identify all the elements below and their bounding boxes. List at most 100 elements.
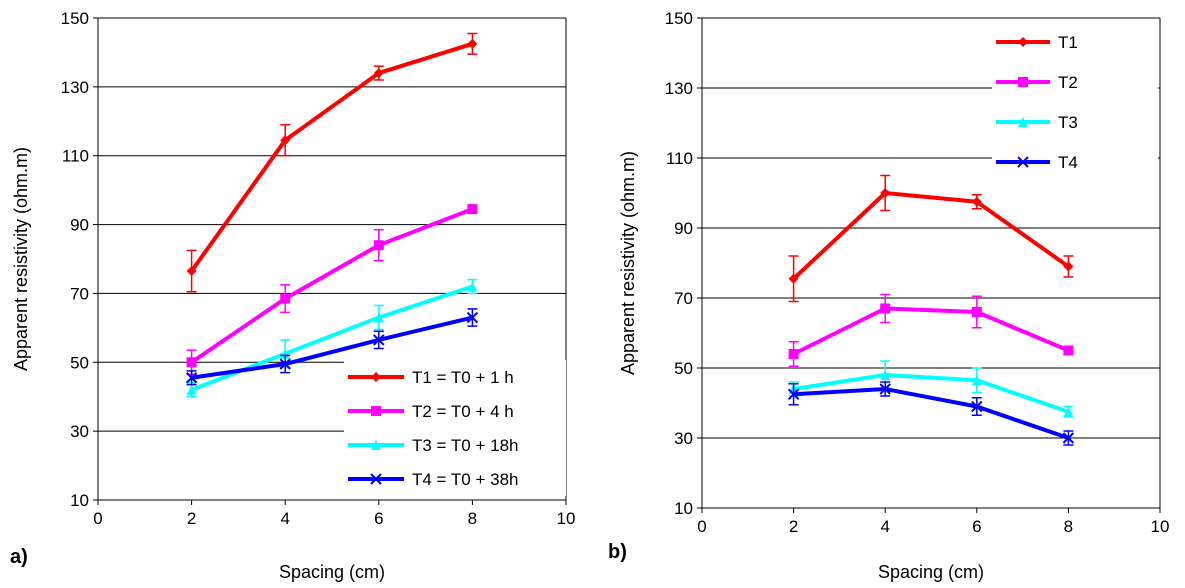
y-tick-label-b-0: 10	[674, 499, 693, 518]
series-a-3	[185, 308, 479, 386]
panel-label-b: b)	[608, 541, 627, 563]
legend-background-a	[344, 360, 566, 496]
y-tick-label-b-3: 70	[674, 289, 693, 308]
data-point-a-0-0	[186, 266, 197, 277]
data-point-a-3-3	[466, 311, 479, 324]
data-point-a-3-1-stroke-2	[279, 358, 291, 370]
legend-item-a-2: T3 = T0 + 18h	[348, 436, 518, 455]
series-line-b-2	[793, 373, 1070, 414]
legend-item-b-3: T4	[996, 153, 1078, 172]
legend-label-a-0: T1 = T0 + 1 h	[412, 368, 514, 387]
data-point-a-2-3	[467, 281, 478, 292]
data-point-b-2-2	[971, 375, 982, 386]
y-tick-label-a-7: 150	[61, 9, 89, 28]
y-axis-label-a: Apparent resistivity (ohm.m)	[11, 147, 31, 371]
data-point-b-0-2	[971, 196, 982, 207]
legend-b: T1 T2 T3 T4	[992, 22, 1158, 182]
data-point-a-3-0-stroke-2	[185, 372, 198, 384]
data-point-a-0-3	[467, 38, 478, 49]
data-point-b-1-0	[788, 349, 799, 359]
series-a-1	[186, 204, 478, 376]
series-line-a-3	[191, 315, 473, 380]
x-tick-label-a-0: 0	[93, 509, 102, 528]
x-tick-label-a-2: 4	[280, 509, 289, 528]
data-point-b-0-0	[788, 273, 799, 284]
legend-label-a-1: T2 = T0 + 4 h	[412, 402, 514, 421]
x-tick-label-a-1: 2	[187, 509, 196, 528]
legend-marker-a-1	[371, 406, 381, 416]
panel-label-a: a)	[10, 546, 28, 568]
data-point-a-3-1	[279, 358, 291, 370]
legend-marker-a-0	[371, 372, 381, 382]
y-tick-label-a-3: 70	[70, 284, 89, 303]
data-point-a-2-1	[280, 348, 291, 359]
legend-label-a-3: T4 = T0 + 38h	[412, 470, 518, 489]
x-tick-label-b-1: 2	[789, 517, 798, 536]
data-point-b-3-3	[1062, 432, 1075, 444]
y-axis-label-b: Apparent resistivity (ohm.m)	[618, 151, 638, 375]
legend-item-a-0: T1 = T0 + 1 h	[348, 368, 514, 387]
y-tick-label-b-1: 30	[674, 429, 693, 448]
legend-a: T1 = T0 + 1 h T2 = T0 + 4 h T3 = T0 + 18h T…	[344, 360, 566, 496]
series-line-a-1	[190, 207, 474, 364]
data-point-a-0-2	[373, 68, 384, 79]
y-tick-label-b-5: 110	[666, 149, 693, 168]
data-point-b-3-1-stroke-2	[879, 383, 891, 395]
y-tick-label-b-7: 150	[665, 9, 693, 28]
data-point-b-0-1	[880, 188, 891, 198]
legend-marker-a-3-stroke-2	[370, 473, 382, 485]
series-b-0	[788, 174, 1074, 303]
legend-marker-b-1	[1018, 77, 1028, 87]
data-point-b-3-2	[971, 400, 983, 413]
data-point-b-3-0	[787, 388, 800, 400]
y-tick-label-b-2: 50	[674, 359, 693, 378]
chart-a: 10 30 50 70 90 110 130 150 0 2 4 6 8 10 Spacing (cm) Ap…	[11, 9, 576, 582]
x-tick-label-b-0: 0	[697, 517, 706, 536]
x-tick-label-b-2: 4	[880, 517, 889, 536]
legend-label-b-0: T1	[1058, 33, 1078, 52]
data-point-b-2-1	[880, 370, 891, 380]
data-point-b-3-0-stroke-2	[787, 388, 800, 400]
x-axis-label-a: Spacing (cm)	[279, 562, 385, 582]
data-point-b-0-3	[1063, 261, 1074, 272]
legend-background-b	[992, 22, 1158, 182]
series-line-b-1	[792, 306, 1070, 356]
x-tick-label-a-5: 10	[557, 509, 576, 528]
x-tick-label-a-4: 8	[468, 509, 477, 528]
legend-item-a-1: T2 = T0 + 4 h	[348, 402, 514, 421]
data-point-a-0-1	[280, 135, 291, 146]
legend-item-b-0: T1	[996, 33, 1078, 52]
y-tick-label-b-4: 90	[674, 219, 693, 238]
legend-marker-b-0	[1018, 37, 1028, 47]
series-line-a-0	[189, 41, 473, 273]
legend-marker-b-2	[1018, 117, 1028, 127]
series-line-b-3	[793, 387, 1070, 440]
series-b-3	[787, 381, 1075, 446]
data-point-a-3-2-stroke-2	[373, 334, 385, 346]
legend-marker-b-3	[1017, 156, 1029, 168]
data-point-a-3-0	[185, 372, 198, 384]
y-tick-label-a-4: 90	[70, 216, 89, 235]
y-tick-label-b-6: 130	[665, 79, 693, 98]
data-point-a-3-3-stroke-2	[466, 311, 479, 324]
legend-marker-b-3-stroke-2	[1017, 156, 1029, 168]
legend-item-b-2: T3	[996, 113, 1078, 132]
data-point-b-1-3	[1063, 345, 1074, 356]
chart-panel-a: 10 30 50 70 90 110 130 150 0 2 4 6 8 10 Spacing (cm) Ap…	[0, 0, 592, 583]
data-point-a-1-2	[373, 240, 384, 251]
series-b-2	[788, 360, 1074, 418]
data-point-b-3-3-stroke-2	[1062, 432, 1075, 444]
y-tick-label-a-0: 10	[70, 491, 89, 510]
series-a-0	[186, 32, 478, 293]
legend-marker-a-3	[370, 473, 382, 485]
y-tick-label-a-1: 30	[70, 422, 89, 441]
y-tick-label-a-2: 50	[70, 353, 89, 372]
series-line-b-0	[792, 191, 1070, 281]
data-point-a-1-0	[186, 357, 197, 368]
legend-label-b-2: T3	[1058, 113, 1078, 132]
data-point-b-3-1	[879, 383, 891, 395]
chart-panel-b: 10 30 50 70 90 110 130 150 0 2 4 6 8 10 Spacing (cm) Ap…	[600, 0, 1185, 583]
x-tick-label-b-4: 8	[1064, 517, 1073, 536]
series-b-1	[788, 293, 1074, 367]
legend-item-b-1: T2	[996, 73, 1078, 92]
